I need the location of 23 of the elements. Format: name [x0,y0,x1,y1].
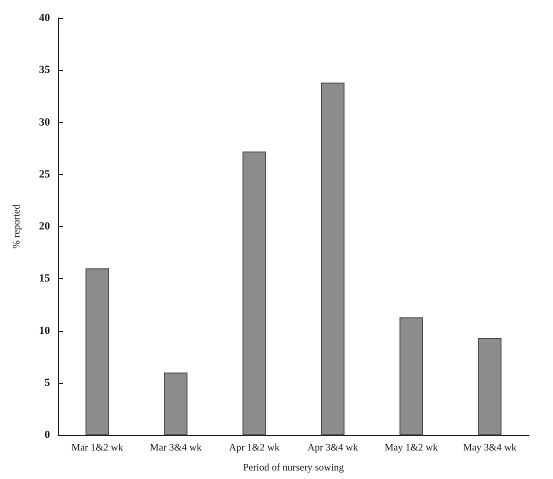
x-axis-title: Period of nursery sowing [243,462,344,474]
bar [320,82,345,435]
y-tick-label: 30 [39,116,50,128]
y-axis-title: % reported [12,204,22,249]
y-tick-label: 10 [39,324,50,337]
y-tick-label: 20 [39,220,50,232]
bar [242,151,266,435]
x-tick-label: Apr 1&2 wk [228,442,280,454]
y-tick-label: 5 [44,376,50,389]
y-tick-label: 15 [39,272,50,285]
x-tick-label: May 3&4 wk [463,442,516,454]
bar [164,372,188,435]
y-tick-label: 35 [39,64,50,76]
x-tick-label: Mar 3&4 wk [150,442,202,454]
y-tick-label: 25 [39,168,50,180]
y-tick-label: 0 [44,429,50,441]
bar [85,268,110,435]
bar [478,338,502,435]
x-tick-label: May 1&2 wk [384,442,438,454]
x-tick-label: Mar 1&2 wk [71,442,124,454]
x-tick-label: Apr 3&4 wk [307,442,358,454]
y-tick-label: 40 [39,12,50,24]
bar [399,317,424,435]
